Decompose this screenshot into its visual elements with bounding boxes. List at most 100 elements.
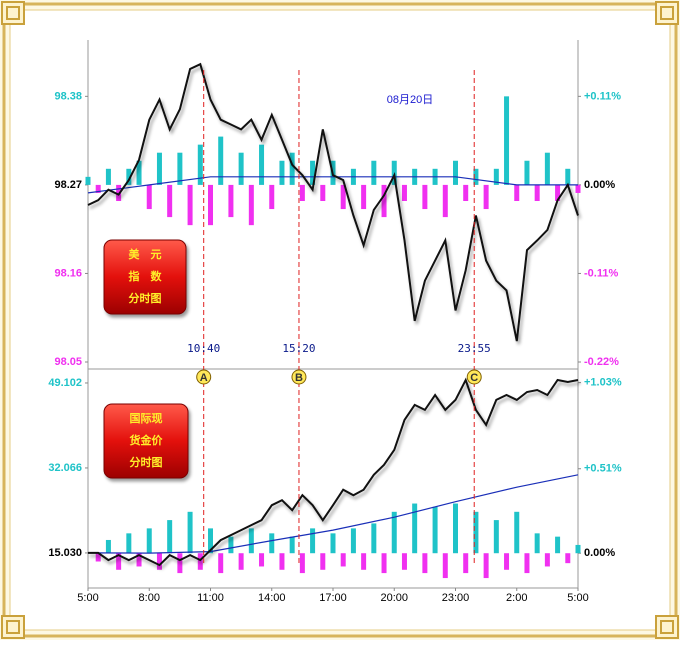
volume-bar [361, 184, 367, 210]
x-tick-label: 14:00 [258, 592, 286, 604]
volume-bar [218, 553, 224, 574]
volume-bar [299, 184, 305, 201]
y2-tick-label: -0.22% [584, 356, 619, 368]
annotation-marker-label: A [200, 372, 208, 384]
annotation-label: 10:40 [187, 342, 220, 355]
volume-bar [493, 168, 499, 185]
y2-tick-label: -0.11% [584, 267, 618, 279]
y2-tick-label: 0.00% [584, 547, 615, 559]
volume-bar [473, 168, 479, 185]
volume-bar [442, 553, 448, 579]
annotation-marker-label: C [470, 372, 478, 384]
volume-bar [105, 168, 111, 185]
average-line [87, 474, 579, 554]
annotation-label: 15:20 [282, 342, 315, 355]
volume-bar [197, 553, 203, 570]
volume-bar [514, 511, 520, 554]
volume-bar [473, 511, 479, 554]
volume-bar [156, 152, 162, 185]
volume-bar [85, 176, 91, 185]
volume-bar [524, 160, 530, 185]
volume-bar [555, 184, 561, 201]
volume-bar [279, 553, 285, 570]
volume-bar [361, 553, 367, 570]
volume-bar [187, 511, 193, 554]
y2-tick-label: +0.11% [584, 90, 621, 102]
volume-bar [177, 152, 183, 185]
volume-bar [187, 184, 193, 226]
label-text: 分时图 [129, 291, 162, 305]
volume-bar [320, 184, 326, 201]
volume-bar [534, 184, 540, 201]
x-tick-label: 5:00 [77, 592, 98, 604]
volume-bar [453, 503, 458, 554]
volume-bar [238, 553, 244, 570]
volume-bar [544, 152, 550, 185]
volume-bar [218, 136, 224, 185]
volume-bar [228, 184, 234, 218]
annotation-label: 23:55 [458, 342, 491, 355]
volume-bar [269, 533, 275, 554]
volume-bar [279, 160, 285, 185]
volume-bar [156, 553, 162, 570]
volume-bar [422, 184, 428, 210]
volume-bar [177, 553, 183, 574]
y2-tick-label: +1.03% [584, 377, 622, 389]
y-tick-label: 15.030 [48, 547, 82, 559]
volume-bar [493, 520, 499, 554]
x-tick-label: 8:00 [139, 592, 160, 604]
volume-bar [463, 184, 469, 201]
volume-bar [381, 184, 387, 218]
volume-bar [248, 528, 254, 554]
volume-bar [340, 184, 346, 210]
y2-tick-label: +0.51% [584, 463, 622, 475]
volume-bar [381, 553, 387, 574]
y-tick-label: 98.05 [54, 356, 82, 368]
y-tick-label: 98.38 [54, 90, 82, 102]
volume-bar [463, 553, 469, 574]
volume-bar [320, 553, 326, 570]
y-tick-label: 98.27 [54, 179, 82, 191]
volume-bar [208, 184, 213, 226]
volume-bar [575, 184, 581, 193]
frame-inner [9, 9, 671, 631]
x-tick-label: 5:00 [567, 592, 588, 604]
volume-bar [95, 553, 101, 562]
x-tick-label: 20:00 [380, 592, 408, 604]
label-text: 美 元 [129, 247, 162, 261]
volume-bar [116, 553, 122, 570]
label-box [103, 403, 189, 479]
average-line [87, 176, 578, 194]
volume-bar [391, 511, 397, 554]
annotation-marker [196, 369, 212, 385]
annotation-marker-label: B [295, 372, 303, 384]
volume-bar [504, 96, 510, 185]
volume-bar [95, 184, 101, 193]
volume-bar [483, 553, 489, 579]
volume-bar [565, 168, 571, 185]
volume-bar [289, 536, 295, 554]
volume-bar [136, 553, 142, 567]
volume-bar [391, 160, 397, 185]
plot-area: 98.05 98.16 98.27 98.38 -0.22% -0.11% 0.00% +0.… [48, 40, 622, 604]
label-text: 分时图 [130, 455, 163, 469]
volume-bar [248, 184, 254, 226]
x-tick-label: 2:00 [506, 592, 527, 604]
volume-bar [524, 553, 530, 574]
volume-bar [330, 533, 336, 554]
volume-bar [167, 184, 173, 218]
volume-bar [422, 553, 428, 574]
y-tick-label: 98.16 [54, 267, 82, 279]
chart-title: 08月20日 [387, 94, 433, 106]
label-box [103, 239, 187, 315]
volume-bar [534, 533, 540, 554]
y2-tick-label: 0.00% [584, 179, 615, 191]
y-tick-label: 49.102 [48, 377, 82, 389]
volume-bar [350, 528, 356, 554]
volume-bar [310, 160, 316, 185]
volume-bar [340, 553, 346, 567]
volume-bar [136, 160, 142, 185]
volume-bar [371, 523, 377, 554]
